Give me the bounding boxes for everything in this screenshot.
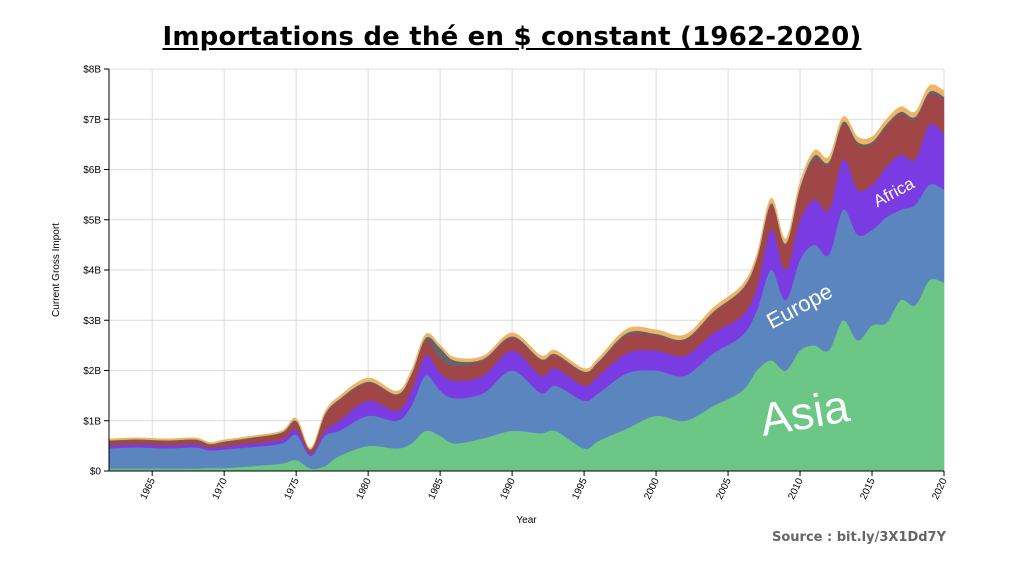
y-tick-label: $0 bbox=[90, 467, 102, 478]
series-6-area bbox=[108, 84, 945, 450]
x-tick-label: 1975 bbox=[283, 476, 303, 501]
y-tick-label: $7B bbox=[83, 115, 101, 126]
x-tick-label: 1985 bbox=[426, 476, 446, 501]
y-tick-label: $1B bbox=[83, 416, 101, 427]
x-tick-label: 2015 bbox=[858, 476, 878, 501]
y-tick-label: $6B bbox=[83, 165, 101, 176]
y-tick-label: $8B bbox=[83, 65, 101, 76]
x-tick-label: 2010 bbox=[786, 476, 806, 501]
y-tick-label: $3B bbox=[83, 316, 101, 327]
x-tick-label: 1970 bbox=[211, 476, 231, 501]
y-axis-label: Current Gross Import bbox=[51, 223, 62, 317]
x-tick-label: 2020 bbox=[930, 476, 950, 501]
x-tick-label: 2000 bbox=[642, 476, 662, 501]
y-tick-label: $5B bbox=[83, 215, 101, 226]
chart-title: Importations de thé en $ constant (1962-… bbox=[162, 22, 862, 52]
source-note: Source : bit.ly/3X1Dd7Y bbox=[772, 530, 946, 545]
y-tick-labels: $0 $1B $2B $3B $4B $5B $6B $7B $8B bbox=[83, 65, 109, 478]
x-tick-label: 2005 bbox=[714, 476, 734, 501]
x-tick-label: 1990 bbox=[498, 476, 518, 501]
x-tick-label: 1980 bbox=[354, 476, 374, 501]
area-series bbox=[108, 84, 945, 472]
x-tick-label: 1965 bbox=[139, 476, 159, 501]
x-axis-label: Year bbox=[516, 515, 537, 526]
y-tick-label: $4B bbox=[83, 266, 101, 277]
x-tick-label: 1995 bbox=[570, 476, 590, 501]
x-tick-labels: 1965 1970 1975 1980 1985 1990 1995 2000 2005 2010… bbox=[139, 471, 950, 501]
y-tick-label: $2B bbox=[83, 366, 101, 377]
